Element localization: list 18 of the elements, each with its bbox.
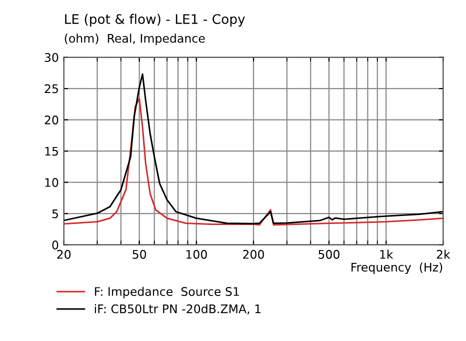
y-tick-label: 25 bbox=[44, 84, 58, 94]
x-tick-label: 200 bbox=[243, 250, 264, 259]
legend-label: iF: CB50Ltr PN -20dB.ZMA, 1 bbox=[94, 304, 260, 315]
y-tick-label: 20 bbox=[44, 116, 58, 124]
legend-label: F: Impedance Source S1 bbox=[94, 286, 239, 298]
y-tick-label: 0 bbox=[52, 240, 58, 250]
x-axis-title: Frequency (Hz) bbox=[352, 262, 442, 274]
chart-title: LE (pot & flow) - LE1 - Copy bbox=[65, 14, 245, 27]
y-tick-label: 10 bbox=[45, 178, 58, 187]
x-tick-label: 100 bbox=[186, 250, 207, 259]
chart-subtitle: (ohm) Real, Impedance bbox=[64, 34, 205, 46]
x-tick-label: 50 bbox=[132, 250, 146, 259]
x-tick-label: 1k bbox=[380, 250, 394, 259]
y-tick-label: 30 bbox=[44, 53, 58, 62]
y-tick-label: 5 bbox=[52, 209, 58, 218]
x-tick-label: 500 bbox=[318, 250, 340, 259]
y-tick-label: 15 bbox=[45, 146, 58, 156]
x-tick-label: 2k bbox=[436, 250, 450, 259]
